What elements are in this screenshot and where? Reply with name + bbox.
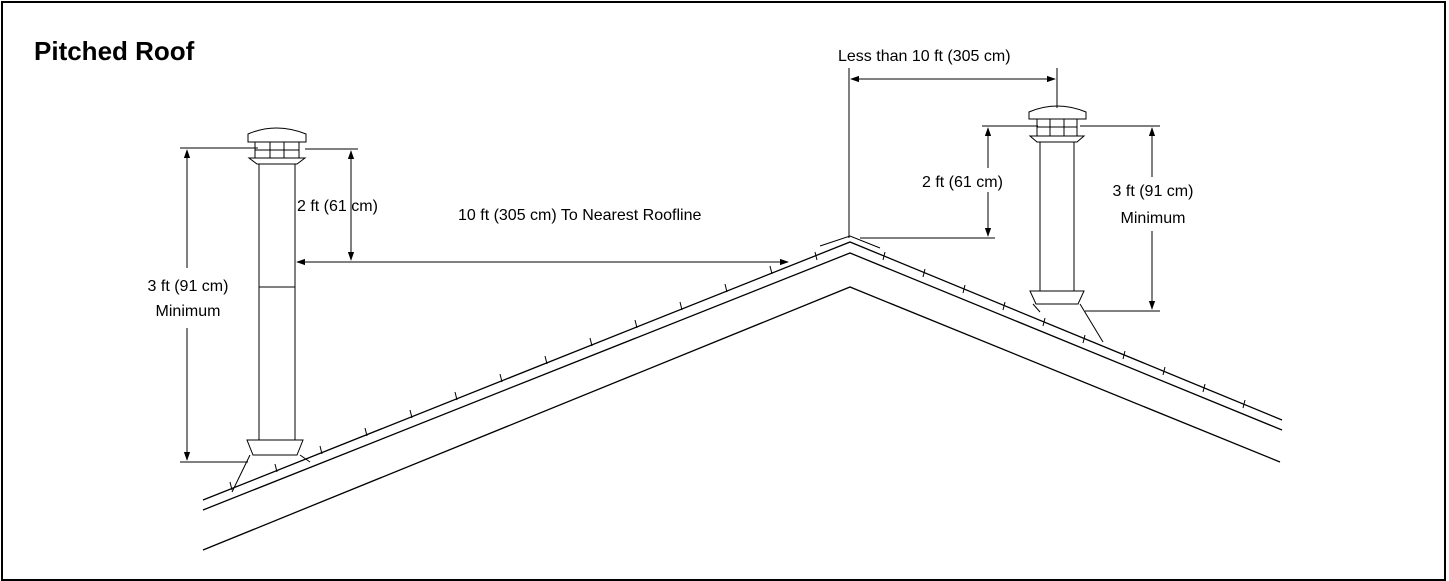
right-chimney-cap-top <box>1028 105 1087 120</box>
diagram-title: Pitched Roof <box>34 36 195 66</box>
right-chimney-storm-collar <box>1028 135 1086 143</box>
roof-bottom-line <box>202 286 1281 551</box>
left-chimney-cap-top <box>247 127 307 143</box>
roof-shingles <box>229 235 1246 491</box>
left-chimney <box>231 127 311 493</box>
right-chimney <box>1028 105 1104 343</box>
horizontal-distance-label: 10 ft (305 cm) To Nearest Roofline <box>458 207 701 224</box>
right-clearance-label: 2 ft (61 cm) <box>922 174 1003 191</box>
less-than-distance-label: Less than 10 ft (305 cm) <box>838 48 1011 65</box>
left-height-label: 3 ft (91 cm) <box>148 278 229 295</box>
right-height-label-bg <box>1097 177 1207 231</box>
left-height-label-bg <box>135 268 245 328</box>
left-chimney-base-flashing <box>246 439 304 456</box>
left-minimum-label: Minimum <box>156 303 221 320</box>
left-chimney-pipe <box>258 159 296 441</box>
roof-top-line <box>202 241 1283 501</box>
right-height-label: 3 ft (91 cm) <box>1113 183 1194 200</box>
left-chimney-storm-collar <box>247 157 307 165</box>
right-clearance-label-bg <box>917 168 1027 192</box>
roof <box>202 235 1283 551</box>
roof-under-line <box>202 252 1283 511</box>
left-clearance-label: 2 ft (61 cm) <box>297 198 378 215</box>
right-chimney-base-flashing <box>1029 290 1085 305</box>
right-chimney-pipe <box>1039 137 1075 292</box>
right-minimum-label: Minimum <box>1121 210 1186 227</box>
